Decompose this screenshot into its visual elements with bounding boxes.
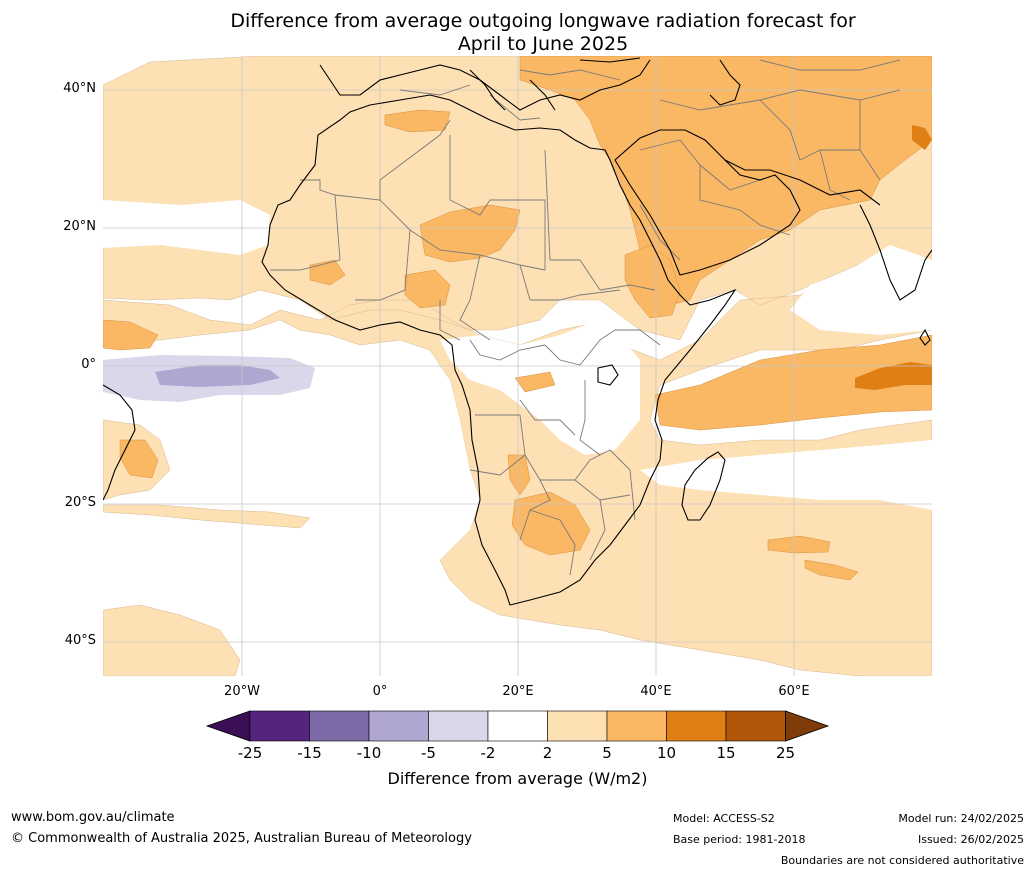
anomaly-5-10-southern-africa: [511, 491, 591, 556]
coast-africa: [261, 94, 737, 606]
coastlines: [103, 57, 932, 606]
neutral-south-indian: [640, 440, 932, 510]
anomaly-5-10-atlantic-west: [103, 319, 159, 351]
neutral-north-atlantic: [103, 200, 270, 255]
lon-label-0: 0°: [372, 684, 388, 699]
footer-base-period: Base period: 1981-2018: [673, 833, 806, 846]
title-line-1: Difference from average outgoing longwav…: [230, 10, 856, 32]
country-borders: [270, 59, 901, 576]
graticule: [103, 56, 932, 676]
anomaly-5-10-sahara: [419, 204, 521, 263]
lon-label-60e: 60°E: [778, 684, 810, 699]
anomaly-5-10-indian-ocean: [654, 334, 932, 431]
anomaly-2-5-south-atlantic-b: [103, 504, 311, 529]
title-line-2: April to June 2025: [457, 33, 629, 55]
footer-copyright: © Commonwealth of Australia 2025, Austra…: [11, 831, 472, 846]
coast-sri-lanka: [919, 328, 931, 346]
coast-south-america: [103, 384, 136, 501]
colorbar-tick-label: 2: [542, 744, 553, 762]
anomaly-5-10-south-atlantic: [119, 439, 159, 479]
colorbar-tick-label: 10: [656, 744, 677, 762]
anomaly-5-10-south-indian-b: [804, 559, 859, 581]
coast-caspian: [709, 59, 741, 106]
coast-black-sea: [579, 57, 641, 63]
anomaly-neg5-neg10-atlantic: [155, 365, 280, 387]
map-plot-area: [103, 56, 932, 676]
colorbar-tick-label: -2: [480, 744, 496, 762]
footer-model-run: Model run: 24/02/2025: [898, 812, 1024, 825]
anomaly-5-10-south-indian-a: [767, 535, 831, 554]
coast-iran: [724, 159, 881, 206]
colorbar-tick-label: -10: [356, 744, 382, 762]
anomaly-5-10-middle-east: [519, 56, 932, 306]
coast-arabia: [614, 129, 801, 276]
lake-victoria: [597, 364, 619, 386]
anomaly-5-10-congo: [514, 371, 556, 393]
lat-label-40s: 40°S: [64, 633, 96, 648]
anomaly-5-10-sahel-b: [309, 259, 346, 286]
colorbar-tick-label: -25: [237, 744, 263, 762]
colorbar-tick-label: -5: [421, 744, 436, 762]
footer-issued: Issued: 26/02/2025: [917, 833, 1024, 846]
colorbar-tick-label: -15: [297, 744, 322, 762]
lat-label-40n: 40°N: [63, 81, 96, 96]
anomaly-5-10-angola: [507, 454, 531, 496]
map-title: Difference from average outgoing longwav…: [100, 10, 986, 56]
anomaly-2-5-southern-ocean: [103, 604, 241, 676]
anomaly-5-10-nw-africa: [384, 109, 451, 133]
anomaly-10-15-indian-ocean: [855, 362, 932, 390]
lon-label-20w: 20°W: [224, 684, 260, 699]
footer-website: www.bom.gov.au/climate: [11, 810, 175, 825]
lat-label-0: 0°: [81, 357, 96, 372]
coast-india: [859, 204, 932, 301]
anomaly-5-10-sahel-a: [404, 269, 451, 309]
lat-label-20s: 20°S: [64, 495, 96, 510]
anomaly-10-15-himalaya: [912, 125, 932, 150]
footer-model: Model: ACCESS-S2: [673, 812, 775, 825]
footer-disclaimer: Boundaries are not considered authoritat…: [780, 854, 1024, 867]
colorbar-tick-label: 5: [602, 744, 612, 762]
lon-label-20e: 20°E: [502, 684, 534, 699]
neutral-arabian-sea: [790, 245, 932, 335]
anomaly-5-10-east-africa: [624, 244, 681, 319]
lon-label-40e: 40°E: [640, 684, 672, 699]
lat-label-20n: 20°N: [63, 219, 96, 234]
coast-italy: [469, 69, 506, 111]
colorbar-label: Difference from average (W/m2): [387, 769, 648, 788]
colorbar-tick-label: 25: [775, 744, 796, 762]
coast-madagascar: [681, 451, 726, 521]
coast-greece: [529, 79, 556, 111]
colorbar-tick-label: 15: [716, 744, 736, 762]
